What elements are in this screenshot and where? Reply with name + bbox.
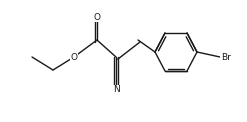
Text: O: O [70,52,78,61]
Text: N: N [113,86,119,95]
Text: O: O [94,12,101,21]
Text: Br: Br [221,52,231,61]
